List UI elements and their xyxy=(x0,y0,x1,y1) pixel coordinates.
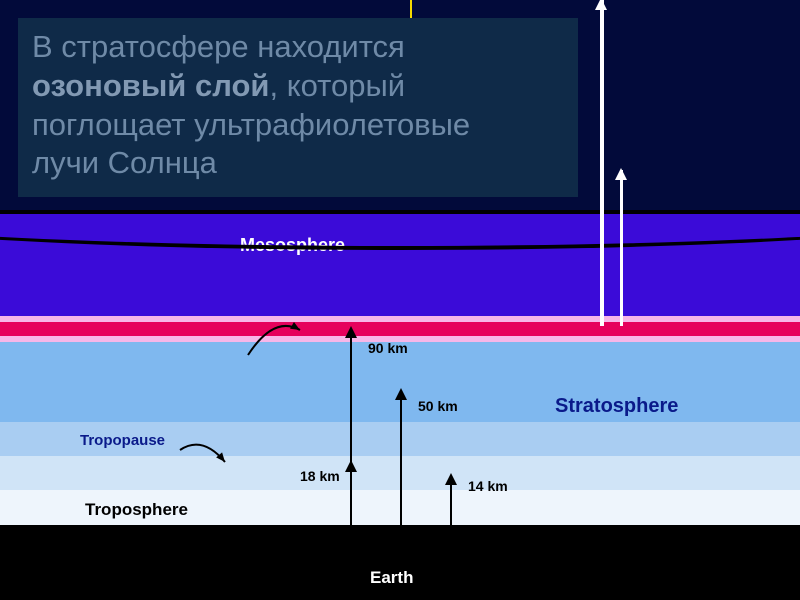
km-label-a4: 14 km xyxy=(468,478,508,494)
caption-line3: поглощает ультрафиолетовые xyxy=(32,106,564,145)
km-label-a2: 50 km xyxy=(418,398,458,414)
arrow-a3 xyxy=(350,462,352,540)
arrow-a3-head xyxy=(345,460,357,472)
arrow-sun2_white-head xyxy=(595,0,607,10)
layer-ozone xyxy=(0,322,800,336)
stratosphere-label: Stratosphere xyxy=(555,395,678,418)
caption-line2-post: , который xyxy=(269,68,405,103)
caption-line2: озоновый слой, который xyxy=(32,67,564,106)
km-label-a3: 18 km xyxy=(300,468,340,484)
arrow-sun3_white xyxy=(620,170,623,326)
tropopause-label: Tropopause xyxy=(80,432,165,449)
arrow-a4-head xyxy=(445,473,457,485)
caption-line4: лучи Солнца xyxy=(32,144,564,183)
atmosphere-diagram: MesosphereOzone LayerStratosphereTropopa… xyxy=(0,0,800,600)
caption-bold: озоновый слой xyxy=(32,68,269,103)
caption-line1: В стратосфере находится xyxy=(32,28,564,67)
km-label-a1: 90 km xyxy=(368,340,408,356)
arrow-a1-head xyxy=(345,326,357,338)
caption-box: В стратосфере находитсяозоновый слой, ко… xyxy=(18,18,578,197)
arrow-sun2_white xyxy=(600,0,604,326)
arrow-a2 xyxy=(400,390,402,540)
arrow-sun3_white-head xyxy=(615,168,627,180)
earth-label: Earth xyxy=(370,568,413,588)
arrow-a2-head xyxy=(395,388,407,400)
